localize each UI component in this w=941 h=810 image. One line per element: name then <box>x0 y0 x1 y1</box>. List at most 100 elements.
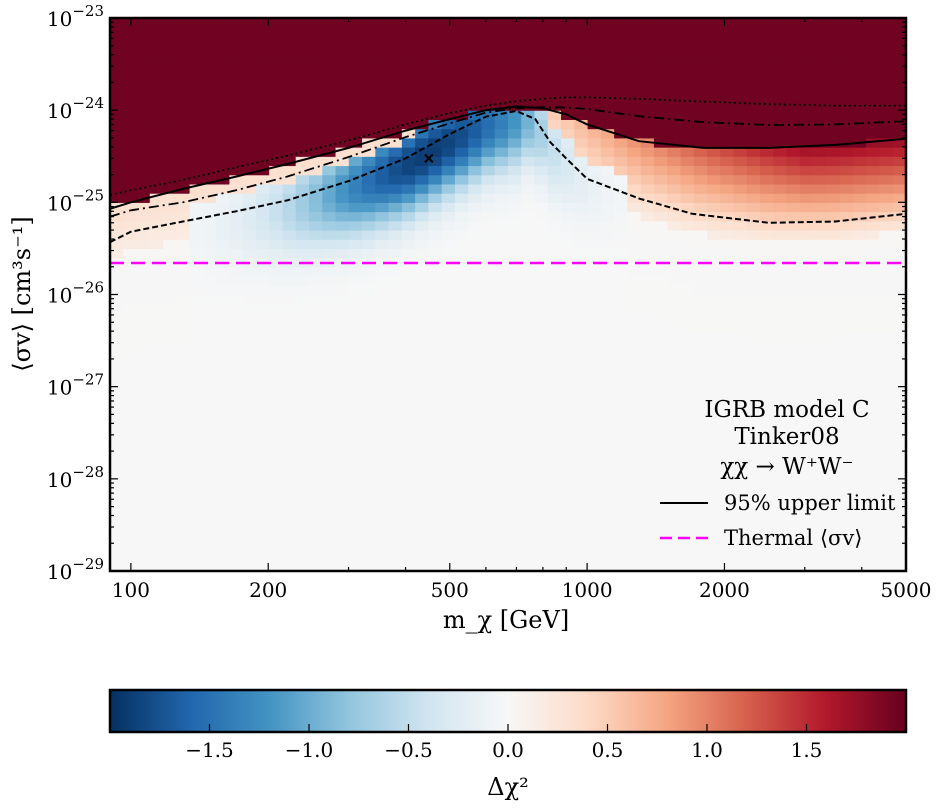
heatmap-cell <box>348 211 363 222</box>
heatmap-cell <box>733 193 748 203</box>
heatmap-cell <box>733 183 748 194</box>
heatmap-cell <box>176 359 191 369</box>
heatmap-cell <box>189 147 204 157</box>
heatmap-cell <box>415 469 429 480</box>
heatmap-cell <box>826 202 841 213</box>
heatmap-cell <box>667 193 682 203</box>
heatmap-cell <box>348 174 363 185</box>
heatmap-cell <box>693 312 708 323</box>
heatmap-cell <box>574 276 589 286</box>
heatmap-cell <box>415 497 429 508</box>
heatmap-cell <box>176 27 191 38</box>
heatmap-cell <box>401 497 416 508</box>
heatmap-cell <box>521 524 536 535</box>
heatmap-cell <box>839 137 854 148</box>
heatmap-cell <box>587 377 602 388</box>
heatmap-cell <box>892 183 906 194</box>
heatmap-cell <box>362 239 376 250</box>
heatmap-cell <box>136 488 151 498</box>
heatmap-cell <box>627 27 642 38</box>
heatmap-cell <box>839 119 854 130</box>
heatmap-cell <box>547 451 562 461</box>
heatmap-cell <box>229 359 244 369</box>
heatmap-cell <box>600 312 615 323</box>
heatmap-cell <box>123 220 138 231</box>
heatmap-cell <box>667 64 682 74</box>
heatmap-cell <box>322 294 337 305</box>
heatmap-cell <box>627 395 642 406</box>
heatmap-cell <box>163 294 177 305</box>
heatmap-cell <box>760 82 774 93</box>
heatmap-cell <box>667 110 682 120</box>
heatmap-cell <box>335 64 350 74</box>
heatmap-cell <box>428 73 443 84</box>
heatmap-cell <box>680 285 695 296</box>
heatmap-cell <box>494 543 509 554</box>
heatmap-cell <box>468 386 483 397</box>
heatmap-cell <box>441 294 456 305</box>
heatmap-cell <box>441 36 456 47</box>
heatmap-cell <box>667 478 682 489</box>
heatmap-cell <box>707 469 721 480</box>
y-tick-label: 10−27 <box>47 371 104 400</box>
heatmap-cell <box>468 377 483 388</box>
colorbar-tick-label: −0.5 <box>384 738 433 762</box>
heatmap-cell <box>892 359 906 369</box>
heatmap-cell <box>216 294 230 305</box>
heatmap-cell <box>282 460 297 471</box>
heatmap-cell <box>760 229 774 240</box>
heatmap-cell <box>561 266 575 277</box>
heatmap-cell <box>720 110 735 120</box>
heatmap-cell <box>216 18 230 28</box>
heatmap-cell <box>653 432 668 443</box>
heatmap-cell <box>269 64 284 74</box>
heatmap-cell <box>839 368 854 379</box>
heatmap-cell <box>229 395 244 406</box>
heatmap-cell <box>309 285 323 296</box>
heatmap-cell <box>282 183 297 194</box>
heatmap-cell <box>348 561 363 571</box>
heatmap-cell <box>866 27 881 38</box>
heatmap-cell <box>799 441 814 452</box>
heatmap-cell <box>454 156 469 167</box>
heatmap-cell <box>799 128 814 139</box>
heatmap-cell <box>348 18 363 28</box>
heatmap-cell <box>481 497 496 508</box>
heatmap-cell <box>189 377 204 388</box>
heatmap-cell <box>454 220 469 231</box>
heatmap-cell <box>163 174 177 185</box>
heatmap-cell <box>614 368 628 379</box>
heatmap-cell <box>309 183 323 194</box>
heatmap-cell <box>680 478 695 489</box>
heatmap-cell <box>441 359 456 369</box>
heatmap-cell <box>707 174 721 185</box>
heatmap-cell <box>640 45 655 56</box>
heatmap-cell <box>123 405 138 415</box>
heatmap-cell <box>229 515 244 526</box>
heatmap-cell <box>494 441 509 452</box>
heatmap-cell <box>269 506 284 517</box>
heatmap-cell <box>653 128 668 139</box>
heatmap-cell <box>309 27 323 38</box>
heatmap-cell <box>481 73 496 84</box>
heatmap-cell <box>813 211 827 222</box>
heatmap-cell <box>295 395 310 406</box>
heatmap-cell <box>693 110 708 120</box>
heatmap-cell <box>627 405 642 415</box>
heatmap-cell <box>229 451 244 461</box>
heatmap-cell <box>852 469 867 480</box>
heatmap-cell <box>839 64 854 74</box>
heatmap-cell <box>640 220 655 231</box>
heatmap-cell <box>839 183 854 194</box>
heatmap-cell <box>667 303 682 314</box>
heatmap-cell <box>799 45 814 56</box>
heatmap-cell <box>362 276 376 286</box>
heatmap-cell <box>282 368 297 379</box>
heatmap-cell <box>149 137 164 148</box>
colorbar: −1.5 −1.0 −0.5 0.0 0.5 1.0 1.5 Δχ² <box>108 688 908 801</box>
heatmap-cell <box>587 294 602 305</box>
heatmap-cell <box>362 340 376 351</box>
heatmap-cell <box>534 322 549 332</box>
heatmap-cell <box>614 100 628 111</box>
heatmap-cell <box>707 488 721 498</box>
